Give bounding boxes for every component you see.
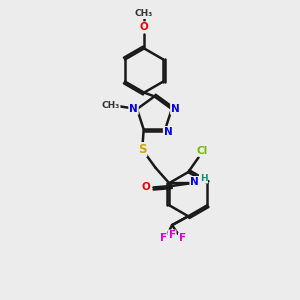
Text: F: F xyxy=(179,233,186,243)
Text: Cl: Cl xyxy=(196,146,208,156)
Text: O: O xyxy=(140,22,148,32)
Text: N: N xyxy=(171,104,180,114)
Text: O: O xyxy=(142,182,150,192)
Text: CH₃: CH₃ xyxy=(135,9,153,18)
Text: N: N xyxy=(129,104,138,114)
Text: N: N xyxy=(164,127,172,137)
Text: H: H xyxy=(200,174,207,183)
Text: CH₃: CH₃ xyxy=(101,101,120,110)
Text: F: F xyxy=(160,233,167,243)
Text: F: F xyxy=(169,230,176,240)
Text: S: S xyxy=(138,143,146,156)
Text: N: N xyxy=(190,177,199,187)
